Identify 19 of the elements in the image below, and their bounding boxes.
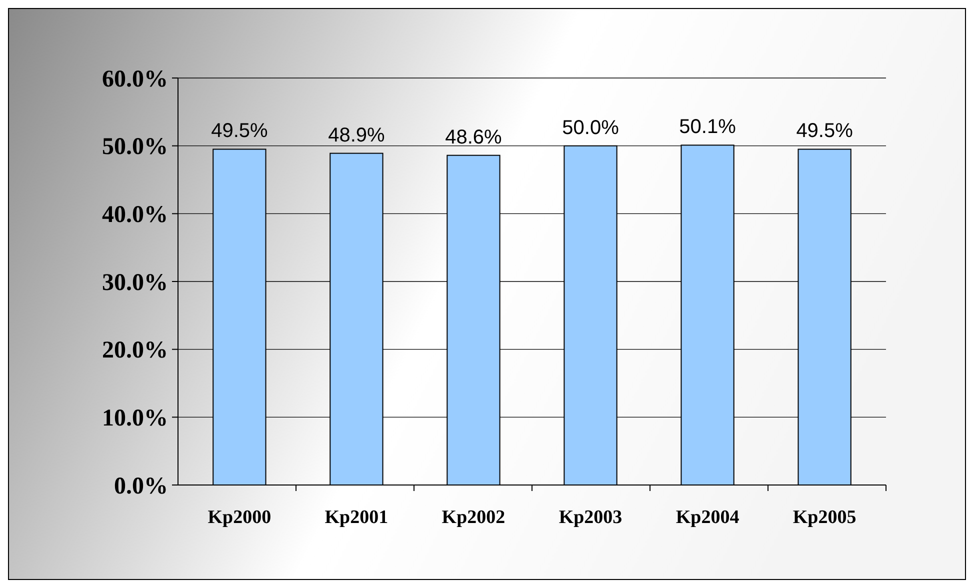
data-label: 50.0% [562, 116, 620, 139]
data-label: 50.1% [679, 116, 736, 138]
x-tick-label: Kp2004 [676, 507, 740, 528]
y-tick-label: 30.0% [102, 270, 168, 296]
x-tick-label: Kp2001 [324, 507, 388, 528]
y-tick-label: 0.0% [114, 473, 168, 500]
y-tick-label: 20.0% [102, 338, 168, 364]
data-label: 48.6% [445, 126, 502, 148]
x-tick-label: Kp2000 [208, 507, 272, 528]
data-label: 48.9% [328, 124, 386, 146]
x-tick-label: Kp2005 [792, 507, 856, 528]
y-tick-label: 50.0% [102, 134, 168, 160]
x-tick-label: Kp2003 [558, 507, 622, 528]
y-tick-label: 60.0% [102, 66, 168, 92]
y-tick-label: 10.0% [102, 406, 168, 432]
data-label: 49.5% [796, 120, 854, 142]
data-label: 49.5% [211, 120, 268, 142]
y-tick-label: 40.0% [102, 202, 168, 228]
x-tick-label: Kp2002 [442, 507, 506, 528]
